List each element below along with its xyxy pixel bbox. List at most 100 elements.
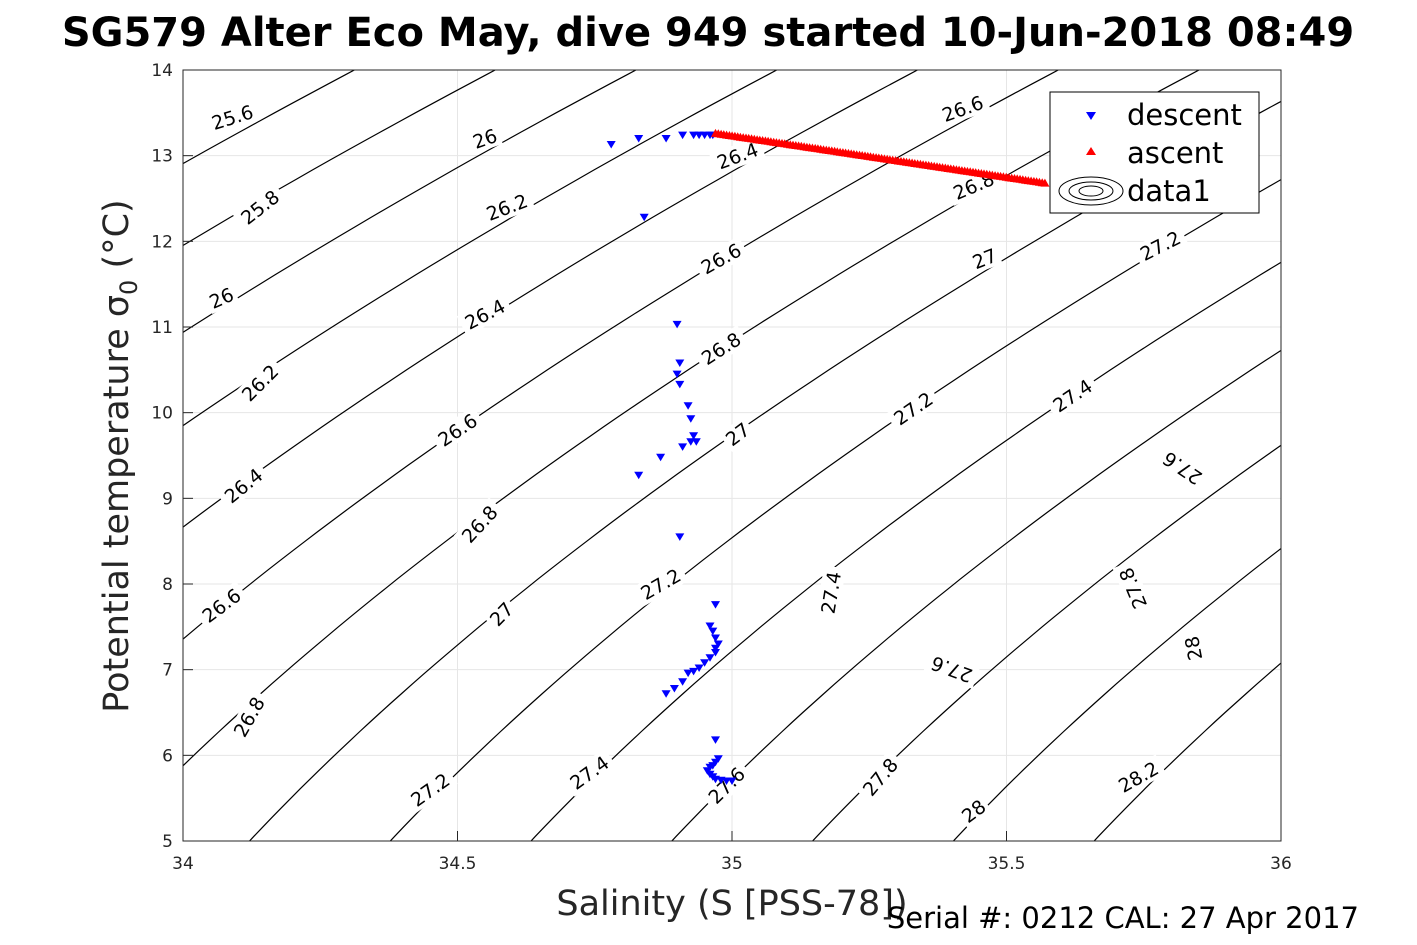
descent-point <box>711 736 720 744</box>
contour-label-text: 26.4 <box>714 139 761 174</box>
y-tick-label: 6 <box>162 746 173 766</box>
contour-label-text: 28 <box>1181 634 1207 662</box>
descent-point <box>678 131 688 140</box>
descent-point <box>672 320 682 329</box>
contour-label-bg <box>709 136 766 176</box>
contour-label-text: 25.6 <box>209 101 256 135</box>
contour-label-bg <box>467 123 503 154</box>
contour-label: 26.8 <box>226 688 272 745</box>
y-axis-label-subscript: 0 <box>115 280 143 295</box>
descent-point <box>705 654 715 662</box>
contour-label-bg <box>692 236 750 281</box>
descent-point <box>727 777 737 785</box>
contour-label-bg <box>955 793 993 829</box>
contour-line <box>671 349 1281 841</box>
contour-label-bg <box>934 89 991 128</box>
contour-label-bg <box>1154 444 1210 493</box>
contour-label: 26.6 <box>194 580 249 630</box>
y-tick-label: 11 <box>151 318 173 338</box>
descent-point <box>683 669 693 678</box>
contour-label-bg <box>204 98 261 136</box>
contour-label: 26.8 <box>453 497 506 551</box>
contour-line <box>389 178 1281 841</box>
descent-point <box>639 213 649 222</box>
contour-label: 27.6 <box>923 650 980 689</box>
contour-label: 26.2 <box>478 187 536 227</box>
y-axis-label-main: Potential temperature <box>97 317 137 713</box>
y-axis-label-unit: (°C) <box>97 199 137 279</box>
contour-line <box>183 70 1060 640</box>
descent-point <box>661 135 671 143</box>
descent-point <box>606 141 616 149</box>
contour-label-bg <box>453 497 506 551</box>
descent-point <box>689 667 699 676</box>
contour-label-bg <box>854 749 906 804</box>
contour-label-bg <box>1112 560 1153 617</box>
contour-line <box>183 70 1201 767</box>
descent-point <box>675 359 685 367</box>
descent-point <box>678 443 688 451</box>
contour-label-text: 27.2 <box>1137 227 1185 266</box>
contour-line <box>952 547 1281 841</box>
contour-label-bg <box>226 688 272 745</box>
contour-label-text: 27.8 <box>1115 564 1152 612</box>
y-tick-label: 12 <box>151 232 173 252</box>
contour-label-bg <box>1132 224 1189 268</box>
legend-contour-icon <box>1058 176 1124 206</box>
contour-label: 27.8 <box>1112 560 1153 617</box>
descent-point <box>711 601 720 609</box>
contour-label: 27.2 <box>632 561 689 607</box>
x-tick-label: 34 <box>172 854 194 874</box>
contour-label-bg <box>194 580 249 630</box>
y-tick-label: 10 <box>151 404 173 424</box>
legend-descent-label: descent <box>1127 98 1242 132</box>
x-tick-label: 36 <box>1270 854 1292 874</box>
descent-point <box>713 640 723 648</box>
contour-label-bg <box>966 242 1003 275</box>
data-points <box>606 128 1050 785</box>
descent-point <box>700 659 710 667</box>
contour-label: 27.6 <box>1154 444 1210 493</box>
descent-point <box>683 402 693 410</box>
legend-descent-marker <box>1086 112 1096 120</box>
descent-point <box>691 438 701 446</box>
contour-label-bg <box>693 325 749 372</box>
contour-label: 27.4 <box>815 565 846 621</box>
descent-point <box>711 634 720 642</box>
contour-label-bg <box>632 561 689 607</box>
x-tick-label: 34.5 <box>439 854 477 874</box>
descent-point <box>678 678 688 686</box>
footer-serial-cal: Serial #: 0212 CAL: 27 Apr 2017 <box>887 901 1359 935</box>
contour-label-text: 26.4 <box>462 295 510 334</box>
y-axis-ticks: 5 6 7 8 9 10 11 12 13 14 <box>151 61 193 852</box>
x-axis-ticks: 34 34.5 35 35.5 36 <box>172 831 1292 874</box>
descent-point <box>634 471 644 480</box>
contour-label-bg <box>923 650 980 689</box>
contour-label-bg <box>1110 754 1167 800</box>
contour-label: 27 <box>966 242 1003 275</box>
descent-point <box>711 649 720 657</box>
contour-label-bg <box>429 406 486 454</box>
legend-box <box>1049 91 1260 214</box>
descent-point <box>686 415 696 423</box>
contour-label-bg <box>232 182 288 232</box>
descent-point <box>656 453 666 462</box>
contour-label: 28 <box>955 793 993 829</box>
contour-label: 25.8 <box>232 182 288 232</box>
contour-label-bg <box>1179 631 1207 666</box>
contour-label: 27.2 <box>1132 224 1189 268</box>
contour-label: 26.6 <box>934 89 991 128</box>
contour-label-bg <box>885 384 941 433</box>
descent-point <box>675 380 685 389</box>
contour-label-bg <box>402 765 458 814</box>
descent-point <box>689 432 699 440</box>
contour-label-bg <box>815 565 846 621</box>
y-axis-label: Potential temperature σ0 (°C) <box>97 199 143 712</box>
contour-label-bg <box>456 292 514 336</box>
contour-label-text: 27 <box>486 598 519 631</box>
contour-label: 26.4 <box>456 292 514 336</box>
contour-label-text: 28 <box>958 796 991 828</box>
y-tick-label: 8 <box>162 575 173 595</box>
legend-data1-label: data1 <box>1127 174 1211 208</box>
